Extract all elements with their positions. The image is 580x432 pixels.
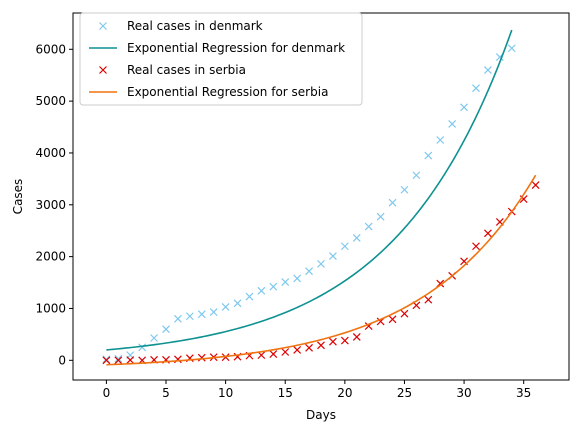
x-tick-label: 20 bbox=[337, 386, 352, 400]
data-point bbox=[328, 337, 337, 346]
data-point bbox=[197, 353, 206, 362]
series-2 bbox=[106, 29, 513, 351]
legend-label: Real cases in denmark bbox=[127, 19, 263, 33]
y-tick-label: 0 bbox=[58, 353, 66, 367]
data-point bbox=[269, 282, 278, 291]
data-point bbox=[400, 185, 409, 194]
data-point bbox=[412, 171, 421, 180]
data-point bbox=[114, 354, 123, 363]
data-point bbox=[507, 44, 516, 53]
data-point bbox=[293, 346, 302, 354]
y-tick-label: 1000 bbox=[35, 301, 66, 315]
x-axis-label: Days bbox=[306, 408, 336, 422]
data-point bbox=[173, 314, 182, 323]
legend-label: Exponential Regression for serbia bbox=[127, 85, 328, 99]
x-tick-label: 10 bbox=[218, 386, 233, 400]
data-point bbox=[388, 315, 397, 324]
legend: Real cases in denmark Exponential Regress… bbox=[79, 12, 363, 106]
data-point bbox=[221, 302, 230, 311]
data-point bbox=[233, 299, 242, 308]
legend-item: Real cases in denmark bbox=[99, 19, 263, 33]
data-point bbox=[328, 252, 337, 261]
data-point bbox=[281, 278, 290, 286]
data-point bbox=[293, 274, 302, 283]
regression-line bbox=[106, 29, 513, 351]
y-axis-label: Cases bbox=[11, 179, 25, 215]
legend-frame bbox=[79, 12, 363, 106]
data-point bbox=[305, 343, 314, 352]
data-point bbox=[114, 356, 123, 365]
data-point bbox=[138, 343, 147, 352]
data-point bbox=[317, 341, 325, 350]
x-tick-label: 5 bbox=[162, 386, 170, 400]
y-tick-label: 2000 bbox=[35, 250, 66, 264]
legend-marker bbox=[99, 66, 107, 74]
data-point bbox=[460, 103, 469, 112]
data-point bbox=[424, 151, 433, 160]
data-point bbox=[209, 308, 218, 317]
data-point bbox=[472, 84, 480, 93]
data-point bbox=[448, 120, 457, 128]
data-point bbox=[364, 222, 373, 231]
data-point bbox=[245, 292, 254, 301]
data-point bbox=[102, 355, 111, 364]
data-point bbox=[352, 234, 361, 242]
y-axis-ticks: 0 1000 2000 3000 4000 5000 6000 bbox=[35, 42, 73, 367]
legend-label: Exponential Regression for denmark bbox=[127, 41, 345, 55]
data-point bbox=[257, 286, 266, 295]
data-point bbox=[317, 259, 325, 268]
y-tick-label: 3000 bbox=[35, 198, 66, 212]
data-point bbox=[281, 348, 290, 356]
data-point bbox=[162, 325, 170, 334]
data-point bbox=[424, 295, 433, 304]
data-point bbox=[400, 309, 409, 318]
data-point bbox=[376, 212, 385, 221]
data-point bbox=[150, 334, 159, 342]
data-point bbox=[126, 356, 135, 364]
data-point bbox=[436, 136, 445, 144]
data-point bbox=[388, 198, 397, 207]
x-tick-label: 15 bbox=[278, 386, 293, 400]
y-tick-label: 5000 bbox=[35, 94, 66, 108]
plot-area bbox=[102, 29, 540, 366]
y-tick-label: 6000 bbox=[35, 42, 66, 56]
data-point bbox=[483, 66, 492, 74]
legend-item: Real cases in serbia bbox=[99, 63, 246, 77]
data-point bbox=[305, 267, 314, 276]
data-point bbox=[352, 333, 361, 341]
legend-label: Real cases in serbia bbox=[127, 63, 246, 77]
data-point bbox=[197, 310, 206, 319]
data-point bbox=[483, 229, 492, 238]
x-tick-label: 0 bbox=[103, 386, 111, 400]
data-point bbox=[269, 350, 278, 359]
data-point bbox=[340, 242, 349, 251]
data-point bbox=[531, 181, 540, 190]
data-point bbox=[472, 242, 480, 251]
regression-line bbox=[106, 174, 537, 366]
x-axis-ticks: 0 5 10 15 20 25 30 35 bbox=[103, 380, 531, 400]
data-point bbox=[340, 336, 349, 345]
data-point bbox=[102, 356, 111, 365]
series-1 bbox=[102, 44, 516, 364]
legend-item: Exponential Regression for denmark bbox=[89, 41, 345, 55]
x-tick-label: 35 bbox=[516, 386, 531, 400]
x-tick-label: 25 bbox=[397, 386, 412, 400]
legend-marker bbox=[99, 22, 107, 30]
legend-item: Exponential Regression for serbia bbox=[89, 85, 328, 99]
series-4 bbox=[106, 174, 537, 366]
y-tick-label: 4000 bbox=[35, 146, 66, 160]
x-tick-label: 30 bbox=[456, 386, 471, 400]
data-point bbox=[185, 312, 194, 321]
